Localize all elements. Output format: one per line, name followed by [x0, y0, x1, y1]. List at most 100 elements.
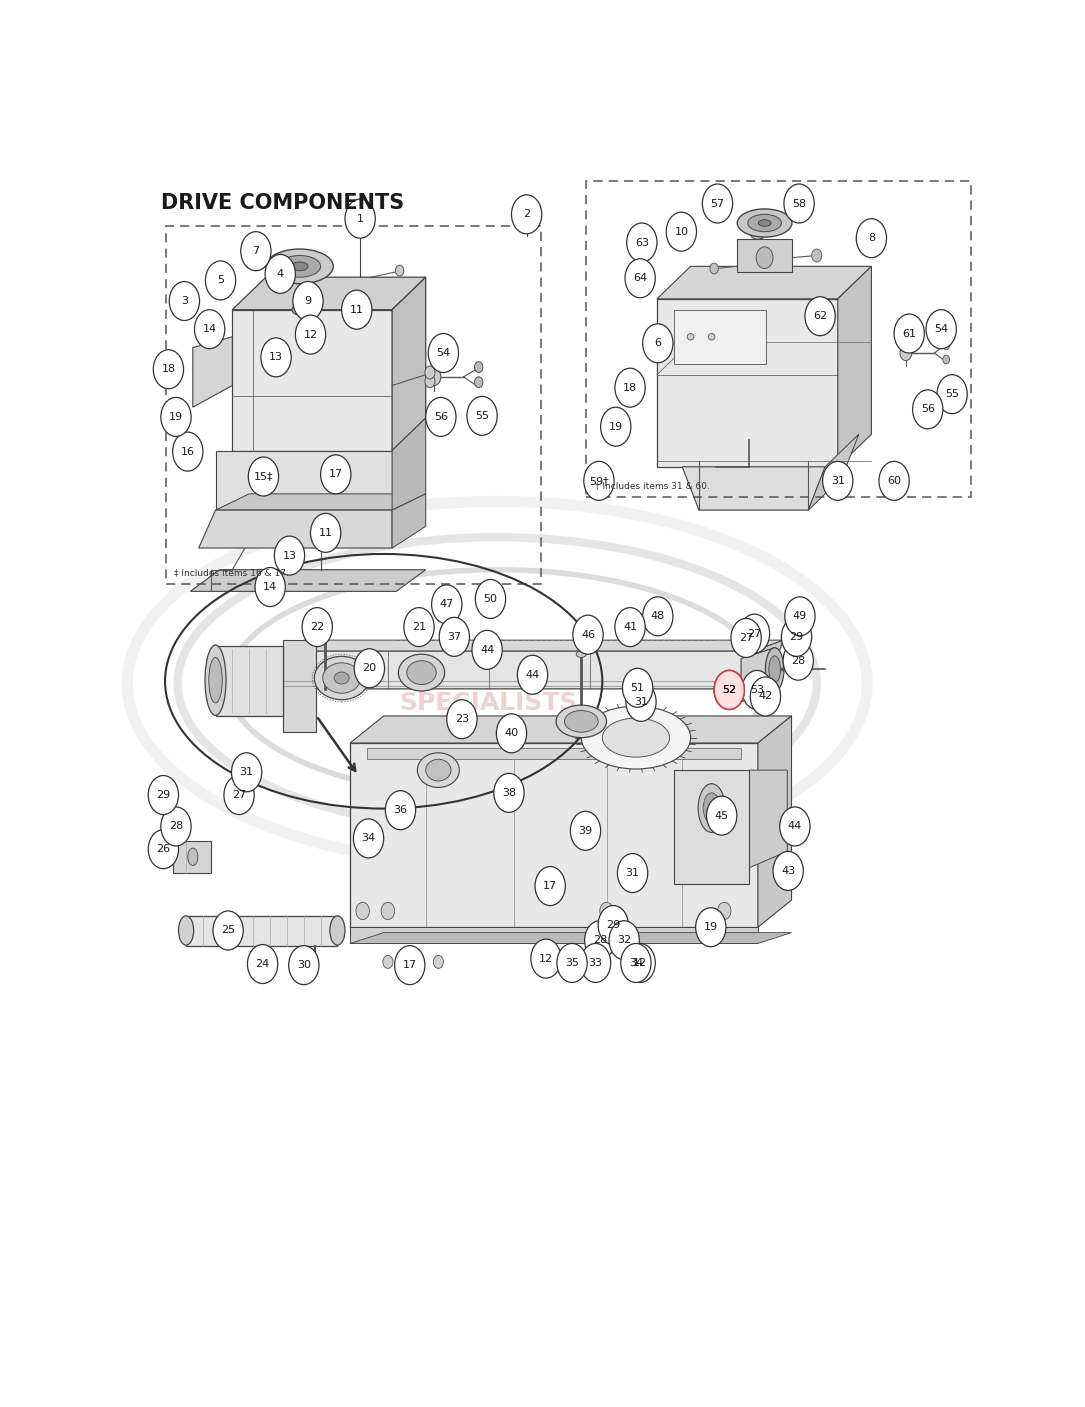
- Text: 55: 55: [475, 411, 489, 421]
- Circle shape: [856, 218, 886, 257]
- Circle shape: [425, 397, 456, 436]
- Circle shape: [321, 454, 350, 494]
- Text: 27: 27: [748, 629, 762, 639]
- Circle shape: [739, 613, 769, 653]
- Text: 26: 26: [156, 844, 170, 854]
- Circle shape: [617, 854, 648, 892]
- Polygon shape: [392, 277, 425, 450]
- Polygon shape: [838, 266, 871, 467]
- Ellipse shape: [179, 916, 193, 946]
- Ellipse shape: [208, 657, 222, 704]
- Circle shape: [943, 355, 949, 364]
- Text: 50: 50: [484, 594, 498, 604]
- Polygon shape: [350, 933, 792, 944]
- Text: † Includes items 31 & 60.: † Includes items 31 & 60.: [595, 481, 710, 491]
- Text: 46: 46: [580, 630, 595, 640]
- Circle shape: [894, 314, 924, 353]
- Text: 44: 44: [480, 644, 495, 654]
- Circle shape: [912, 390, 943, 429]
- Ellipse shape: [407, 661, 436, 685]
- Text: 21: 21: [412, 622, 426, 632]
- Text: 58: 58: [792, 198, 806, 208]
- Text: 38: 38: [502, 788, 516, 798]
- Circle shape: [404, 608, 434, 647]
- Circle shape: [173, 432, 203, 471]
- Text: 53: 53: [750, 685, 764, 695]
- Circle shape: [408, 955, 418, 968]
- Polygon shape: [283, 640, 783, 651]
- Polygon shape: [392, 418, 425, 511]
- Circle shape: [531, 938, 561, 978]
- Text: 22: 22: [310, 622, 324, 632]
- Circle shape: [385, 791, 416, 830]
- Text: 19: 19: [609, 422, 623, 432]
- Ellipse shape: [738, 208, 792, 238]
- Polygon shape: [741, 640, 783, 689]
- Circle shape: [474, 377, 483, 388]
- Circle shape: [822, 461, 853, 501]
- Text: 11: 11: [349, 305, 363, 315]
- Circle shape: [879, 461, 909, 501]
- Text: 2: 2: [523, 210, 531, 219]
- Text: 52: 52: [723, 685, 737, 695]
- Text: SPECIALISTS: SPECIALISTS: [399, 691, 578, 715]
- Text: 13: 13: [282, 550, 296, 560]
- Text: 25: 25: [221, 926, 235, 936]
- Text: 12: 12: [633, 958, 648, 968]
- Polygon shape: [808, 435, 859, 511]
- Polygon shape: [674, 770, 750, 884]
- Ellipse shape: [205, 644, 226, 715]
- Polygon shape: [350, 716, 792, 743]
- Text: 7: 7: [253, 246, 259, 256]
- Ellipse shape: [576, 651, 586, 657]
- Circle shape: [535, 867, 565, 906]
- Circle shape: [395, 266, 404, 276]
- Text: 10: 10: [675, 227, 688, 236]
- Circle shape: [642, 324, 673, 363]
- Polygon shape: [367, 749, 741, 760]
- Polygon shape: [682, 467, 825, 511]
- Text: 17: 17: [544, 881, 558, 891]
- Text: 63: 63: [635, 238, 649, 248]
- Circle shape: [447, 699, 477, 739]
- Ellipse shape: [317, 619, 332, 628]
- Circle shape: [383, 955, 393, 968]
- Text: 12: 12: [539, 954, 553, 964]
- Polygon shape: [193, 336, 232, 407]
- Text: 14: 14: [263, 582, 278, 592]
- Text: 64: 64: [633, 273, 648, 283]
- Text: 52: 52: [723, 685, 737, 695]
- Circle shape: [354, 819, 384, 858]
- Text: 60: 60: [888, 476, 902, 485]
- Text: 52: 52: [723, 685, 737, 695]
- Text: 62: 62: [813, 311, 827, 321]
- Circle shape: [439, 618, 470, 657]
- Text: 14: 14: [203, 324, 217, 335]
- Circle shape: [626, 682, 656, 722]
- Text: 43: 43: [781, 865, 795, 877]
- Ellipse shape: [279, 256, 321, 277]
- Text: 19: 19: [704, 922, 718, 933]
- Text: 54: 54: [436, 348, 450, 357]
- Circle shape: [615, 608, 646, 647]
- Circle shape: [783, 642, 814, 680]
- Circle shape: [702, 184, 732, 222]
- Circle shape: [248, 457, 279, 497]
- Polygon shape: [216, 646, 283, 716]
- Circle shape: [467, 397, 497, 435]
- Circle shape: [247, 944, 278, 983]
- Polygon shape: [187, 916, 337, 946]
- Text: 31: 31: [634, 696, 648, 706]
- Circle shape: [601, 407, 630, 446]
- Circle shape: [621, 944, 651, 982]
- Circle shape: [149, 830, 179, 868]
- Circle shape: [714, 671, 744, 709]
- Polygon shape: [174, 840, 212, 872]
- Ellipse shape: [602, 718, 669, 757]
- Polygon shape: [392, 494, 425, 547]
- Ellipse shape: [398, 654, 445, 691]
- Circle shape: [427, 369, 441, 386]
- Circle shape: [302, 608, 332, 647]
- Text: 18: 18: [162, 364, 176, 374]
- Text: 56: 56: [921, 404, 935, 414]
